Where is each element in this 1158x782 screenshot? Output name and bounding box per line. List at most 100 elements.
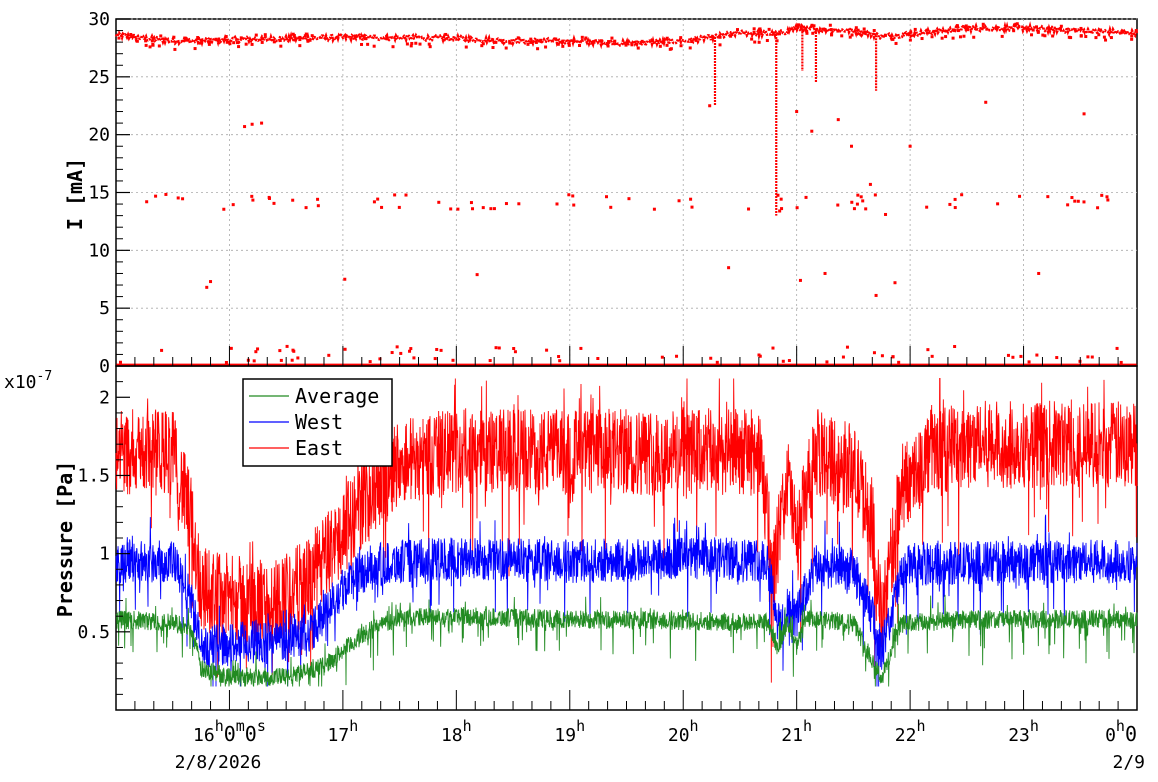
current-point — [193, 47, 197, 51]
current-point — [244, 42, 248, 46]
current-point — [907, 32, 911, 36]
current-point — [437, 200, 441, 204]
current-point — [958, 35, 962, 39]
pressure-panel: 0.5 1 1.5 2 Pressure [Pa] x10-7 Average Wes… — [4, 365, 1138, 711]
current-point — [557, 355, 561, 359]
current-point — [231, 203, 235, 207]
current-point — [604, 195, 608, 199]
current-point — [1030, 33, 1034, 37]
current-point — [1041, 33, 1045, 37]
current-point — [624, 43, 628, 47]
current-point — [260, 40, 264, 44]
current-panel: 0 5 10 15 20 25 30 I [mA] — [63, 9, 1139, 377]
current-point — [880, 354, 884, 358]
current-point — [1121, 30, 1125, 34]
current-point — [131, 35, 135, 39]
pressure-y-axis-title: Pressure [Pa] — [53, 461, 77, 618]
current-point — [884, 212, 888, 216]
current-data-points — [114, 21, 1139, 367]
current-point — [951, 36, 955, 40]
current-point — [893, 281, 897, 285]
current-point — [1059, 24, 1063, 28]
current-point — [310, 34, 314, 38]
current-point — [353, 34, 357, 38]
current-point — [798, 278, 802, 282]
current-point — [544, 45, 548, 49]
current-point — [380, 205, 384, 209]
current-point — [118, 360, 122, 364]
current-point — [1000, 34, 1004, 38]
current-point — [718, 43, 722, 47]
current-point — [850, 200, 854, 204]
current-point — [279, 358, 283, 362]
current-point — [894, 41, 898, 45]
current-point — [1124, 31, 1128, 35]
current-point — [799, 25, 803, 29]
current-point — [1096, 206, 1100, 210]
current-point — [1109, 36, 1113, 40]
current-point — [856, 28, 860, 32]
x-axis-end-date: 2/9 — [1112, 752, 1145, 773]
current-point — [852, 207, 856, 211]
current-point — [154, 194, 158, 198]
current-point — [765, 39, 769, 43]
current-point — [966, 28, 970, 32]
current-point — [926, 348, 930, 352]
current-point — [913, 27, 917, 31]
current-point — [652, 207, 656, 211]
current-point — [804, 27, 808, 31]
current-point — [953, 197, 957, 201]
current-point — [811, 31, 815, 35]
current-point — [955, 24, 959, 28]
current-point — [250, 194, 254, 198]
current-point — [160, 348, 164, 352]
current-point — [1099, 28, 1103, 32]
current-point — [805, 31, 809, 35]
pressure-y-tick-label: 0.5 — [77, 622, 110, 643]
current-main-series — [114, 21, 1139, 51]
current-point — [801, 29, 805, 33]
current-point — [962, 34, 966, 38]
current-y-tick-label: 15 — [88, 183, 110, 204]
current-point — [497, 346, 501, 350]
current-point — [303, 34, 307, 38]
current-point — [828, 23, 832, 27]
current-point — [606, 41, 610, 45]
x-tick-label: 20h — [668, 717, 699, 746]
current-point — [948, 202, 952, 206]
legend: Average West East — [242, 378, 393, 467]
current-point — [184, 38, 188, 42]
current-point — [821, 27, 825, 31]
current-point — [810, 23, 814, 27]
current-point — [395, 345, 399, 349]
current-point — [464, 45, 468, 49]
current-point — [260, 37, 264, 41]
current-point — [1031, 28, 1035, 32]
current-point — [909, 30, 913, 34]
current-point — [150, 39, 154, 43]
current-point — [665, 36, 669, 40]
current-point — [891, 355, 895, 359]
current-point — [239, 36, 243, 40]
current-point — [787, 359, 791, 363]
current-point — [197, 36, 201, 40]
current-point — [504, 202, 508, 206]
current-point — [825, 360, 829, 364]
current-point — [1084, 35, 1088, 39]
current-point — [409, 44, 413, 48]
current-point — [390, 351, 394, 355]
current-point — [780, 207, 784, 211]
current-point — [151, 42, 155, 46]
current-point — [209, 280, 213, 284]
current-point — [561, 40, 565, 44]
current-point — [1055, 356, 1059, 360]
current-point — [1018, 194, 1022, 198]
x-tick-label: 0h0 — [1105, 717, 1137, 746]
current-y-tick-label: 25 — [88, 67, 110, 88]
current-point — [630, 43, 634, 47]
current-point — [235, 41, 239, 45]
current-point — [492, 207, 496, 211]
current-point — [572, 203, 576, 207]
current-point — [267, 196, 271, 200]
